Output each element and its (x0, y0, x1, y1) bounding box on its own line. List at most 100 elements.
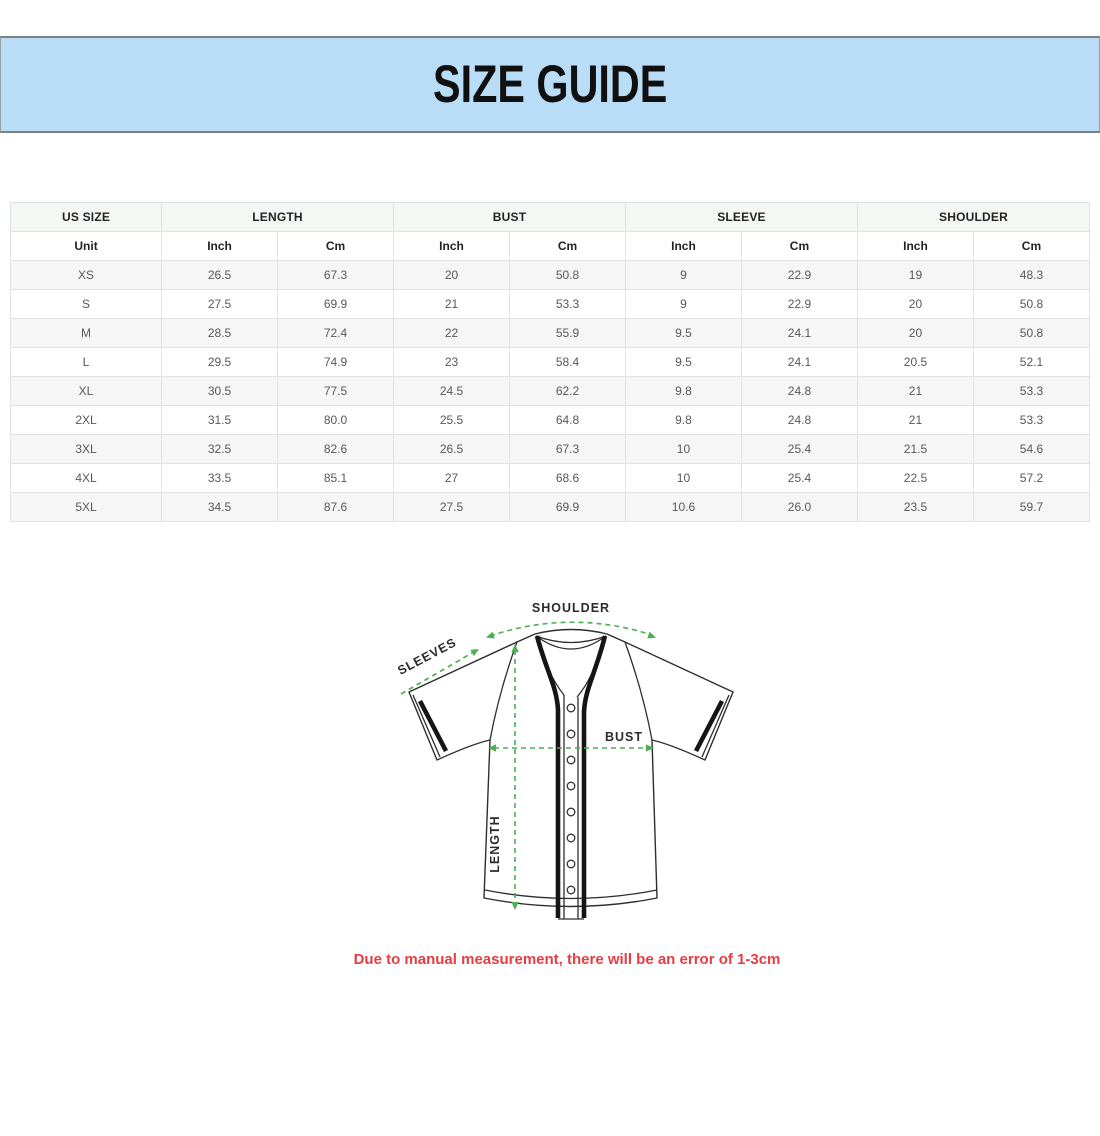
value-cell: 24.8 (740, 405, 858, 435)
size-chart-table: US SIZE LENGTH BUST SLEEVE SHOULDER Unit… (9, 202, 1091, 522)
sleeves-arrow-icon (470, 649, 479, 657)
size-cell: S (9, 289, 163, 319)
unit-cm: Cm (972, 231, 1091, 261)
unit-label: Unit (9, 231, 163, 261)
unit-header-row: Unit Inch Cm Inch Cm Inch Cm Inch Cm (9, 231, 1091, 261)
col-header-sleeve: SLEEVE (624, 202, 858, 232)
value-cell: 20 (856, 289, 974, 319)
value-cell: 48.3 (972, 260, 1091, 290)
value-cell: 77.5 (277, 376, 395, 406)
value-cell: 74.9 (277, 347, 395, 377)
value-cell: 24.1 (740, 318, 858, 348)
value-cell: 50.8 (972, 318, 1091, 348)
shoulder-measure-line (489, 621, 653, 637)
value-cell: 58.4 (509, 347, 626, 377)
value-cell: 20 (393, 260, 510, 290)
length-label: LENGTH (488, 815, 502, 872)
value-cell: 31.5 (161, 405, 279, 435)
shoulder-label: SHOULDER (532, 601, 610, 615)
value-cell: 9.8 (624, 376, 742, 406)
table-row: L 29.5 74.9 23 58.4 9.5 24.1 20.5 52.1 (9, 347, 1091, 377)
table-row: S 27.5 69.9 21 53.3 9 22.9 20 50.8 (9, 289, 1091, 319)
value-cell: 53.3 (972, 405, 1091, 435)
value-cell: 29.5 (161, 347, 279, 377)
size-cell: 3XL (9, 434, 163, 464)
value-cell: 10.6 (624, 492, 742, 522)
value-cell: 67.3 (277, 260, 395, 290)
table-row: 5XL 34.5 87.6 27.5 69.9 10.6 26.0 23.5 59.7 (9, 492, 1091, 522)
value-cell: 10 (624, 463, 742, 493)
value-cell: 22.9 (740, 289, 858, 319)
bust-label: BUST (605, 730, 643, 744)
size-table-section: US SIZE LENGTH BUST SLEEVE SHOULDER Unit… (9, 202, 1091, 522)
value-cell: 21 (393, 289, 510, 319)
size-cell: M (9, 318, 163, 348)
value-cell: 21 (856, 376, 974, 406)
table-row: XL 30.5 77.5 24.5 62.2 9.8 24.8 21 53.3 (9, 376, 1091, 406)
size-cell: L (9, 347, 163, 377)
shoulder-arrow-right-icon (647, 631, 656, 639)
value-cell: 22.9 (740, 260, 858, 290)
unit-cm: Cm (509, 231, 626, 261)
value-cell: 33.5 (161, 463, 279, 493)
table-row: 4XL 33.5 85.1 27 68.6 10 25.4 22.5 57.2 (9, 463, 1091, 493)
value-cell: 57.2 (972, 463, 1091, 493)
value-cell: 53.3 (509, 289, 626, 319)
page-title: SIZE GUIDE (432, 55, 668, 114)
value-cell: 25.4 (740, 463, 858, 493)
value-cell: 32.5 (161, 434, 279, 464)
jersey-buttons (566, 703, 576, 895)
value-cell: 72.4 (277, 318, 395, 348)
value-cell: 9.5 (624, 318, 742, 348)
value-cell: 9 (624, 260, 742, 290)
value-cell: 28.5 (161, 318, 279, 348)
value-cell: 25.5 (393, 405, 510, 435)
value-cell: 19 (856, 260, 974, 290)
table-row: 3XL 32.5 82.6 26.5 67.3 10 25.4 21.5 54.6 (9, 434, 1091, 464)
value-cell: 9 (624, 289, 742, 319)
size-cell: 2XL (9, 405, 163, 435)
bust-arrow-left-icon (488, 744, 496, 752)
unit-inch: Inch (624, 231, 742, 261)
value-cell: 34.5 (161, 492, 279, 522)
value-cell: 52.1 (972, 347, 1091, 377)
value-cell: 24.8 (740, 376, 858, 406)
jersey-diagram-svg: SHOULDER SLEEVES BUST LENGTH (395, 601, 734, 920)
length-arrow-bottom-icon (511, 902, 519, 910)
measurement-diagram: SHOULDER SLEEVES BUST LENGTH (387, 592, 747, 945)
value-cell: 22.5 (856, 463, 974, 493)
value-cell: 24.1 (740, 347, 858, 377)
col-header-us-size: US SIZE (9, 202, 163, 232)
size-guide-banner: SIZE GUIDE (0, 36, 1100, 133)
size-cell: 4XL (9, 463, 163, 493)
table-row: XS 26.5 67.3 20 50.8 9 22.9 19 48.3 (9, 260, 1091, 290)
value-cell: 64.8 (509, 405, 626, 435)
measurement-disclaimer: Due to manual measurement, there will be… (353, 951, 781, 968)
value-cell: 62.2 (509, 376, 626, 406)
value-cell: 9.8 (624, 405, 742, 435)
length-arrow-top-icon (511, 644, 519, 652)
value-cell: 26.0 (740, 492, 858, 522)
value-cell: 85.1 (277, 463, 395, 493)
value-cell: 24.5 (393, 376, 510, 406)
unit-cm: Cm (277, 231, 395, 261)
value-cell: 67.3 (509, 434, 626, 464)
group-header-row: US SIZE LENGTH BUST SLEEVE SHOULDER (9, 202, 1091, 232)
unit-cm: Cm (740, 231, 858, 261)
value-cell: 26.5 (393, 434, 510, 464)
unit-inch: Inch (161, 231, 279, 261)
value-cell: 69.9 (277, 289, 395, 319)
measure-arrowheads (470, 631, 656, 910)
value-cell: 80.0 (277, 405, 395, 435)
value-cell: 55.9 (509, 318, 626, 348)
value-cell: 30.5 (161, 376, 279, 406)
jersey-seams (412, 635, 730, 920)
size-cell: XS (9, 260, 163, 290)
shoulder-arrow-left-icon (486, 631, 495, 639)
sleeves-measure-line (400, 652, 473, 695)
value-cell: 9.5 (624, 347, 742, 377)
value-cell: 53.3 (972, 376, 1091, 406)
value-cell: 82.6 (277, 434, 395, 464)
value-cell: 27.5 (393, 492, 510, 522)
size-cell: 5XL (9, 492, 163, 522)
